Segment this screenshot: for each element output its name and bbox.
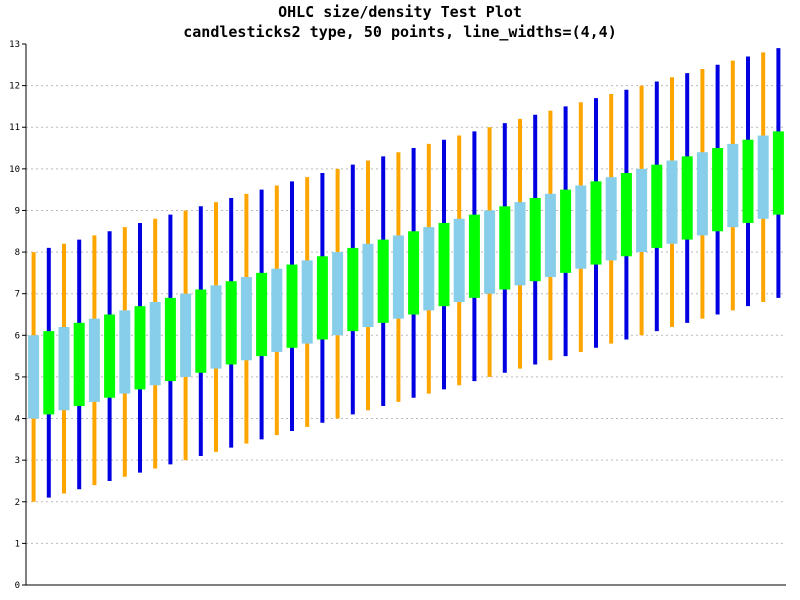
candle-body-32 bbox=[499, 206, 511, 290]
candle-body-21 bbox=[332, 252, 344, 336]
candle-body-6 bbox=[104, 314, 116, 398]
candle-body-10 bbox=[164, 297, 176, 382]
candle-body-38 bbox=[590, 181, 602, 265]
y-tick-label-1: 1 bbox=[15, 539, 20, 549]
candle-body-50 bbox=[772, 131, 784, 215]
candle-layer bbox=[28, 48, 784, 502]
candle-body-5 bbox=[88, 318, 100, 402]
candle-body-39 bbox=[605, 177, 617, 261]
y-tick-label-4: 4 bbox=[15, 415, 20, 425]
candle-body-30 bbox=[468, 214, 480, 298]
candle-body-37 bbox=[575, 185, 587, 269]
candle-body-18 bbox=[286, 264, 298, 348]
y-tick-label-8: 8 bbox=[15, 248, 20, 258]
candle-body-44 bbox=[681, 156, 693, 240]
y-tick-label-12: 12 bbox=[9, 82, 20, 92]
candle-body-36 bbox=[560, 189, 572, 273]
candle-body-47 bbox=[727, 143, 739, 228]
candle-body-27 bbox=[423, 227, 435, 311]
candle-body-48 bbox=[742, 139, 754, 223]
candle-body-46 bbox=[712, 148, 724, 232]
candle-body-28 bbox=[438, 222, 450, 307]
candle-body-2 bbox=[43, 331, 55, 415]
candle-body-20 bbox=[316, 256, 328, 340]
y-tick-label-3: 3 bbox=[15, 456, 20, 466]
y-tick-label-0: 0 bbox=[15, 581, 20, 591]
candle-body-25 bbox=[392, 235, 404, 319]
candle-body-29 bbox=[453, 218, 465, 303]
candle-body-35 bbox=[544, 193, 556, 278]
candle-body-11 bbox=[180, 293, 192, 377]
candle-body-40 bbox=[620, 173, 632, 257]
candle-body-43 bbox=[666, 160, 678, 244]
candle-body-34 bbox=[529, 197, 541, 282]
candle-body-17 bbox=[271, 268, 283, 352]
candle-body-23 bbox=[362, 243, 374, 327]
candle-body-3 bbox=[58, 326, 70, 411]
chart-title: OHLC size/density Test Plot bbox=[278, 3, 522, 21]
y-tick-label-7: 7 bbox=[15, 290, 20, 300]
y-tick-label-10: 10 bbox=[9, 165, 20, 175]
candle-body-49 bbox=[757, 135, 769, 219]
candle-body-45 bbox=[696, 152, 708, 236]
candle-body-14 bbox=[225, 281, 237, 365]
candle-body-31 bbox=[484, 210, 496, 294]
candle-body-15 bbox=[240, 277, 252, 361]
y-tick-label-13: 13 bbox=[9, 40, 20, 50]
grid-layer bbox=[26, 85, 786, 544]
candle-body-9 bbox=[149, 302, 161, 386]
candle-body-7 bbox=[119, 310, 131, 394]
candle-body-13 bbox=[210, 285, 222, 369]
y-tick-label-5: 5 bbox=[15, 373, 20, 383]
y-tick-label-6: 6 bbox=[15, 331, 20, 341]
candle-body-1 bbox=[28, 335, 40, 419]
candle-body-41 bbox=[636, 168, 648, 253]
candle-body-22 bbox=[347, 247, 359, 332]
chart-subtitle: candlesticks2 type, 50 points, line_widt… bbox=[183, 23, 617, 41]
candle-body-16 bbox=[256, 272, 268, 357]
candle-body-24 bbox=[377, 239, 389, 323]
chart-titles: OHLC size/density Test Plot candlesticks… bbox=[0, 2, 800, 42]
y-tick-label-9: 9 bbox=[15, 206, 20, 216]
candle-body-19 bbox=[301, 260, 313, 344]
y-tick-label-11: 11 bbox=[9, 123, 20, 133]
candle-body-26 bbox=[408, 231, 420, 315]
y-tick-label-2: 2 bbox=[15, 498, 20, 508]
candle-body-42 bbox=[651, 164, 663, 248]
candle-body-33 bbox=[514, 202, 526, 286]
candle-body-4 bbox=[73, 322, 85, 407]
candle-body-12 bbox=[195, 289, 207, 373]
candle-body-8 bbox=[134, 306, 146, 390]
